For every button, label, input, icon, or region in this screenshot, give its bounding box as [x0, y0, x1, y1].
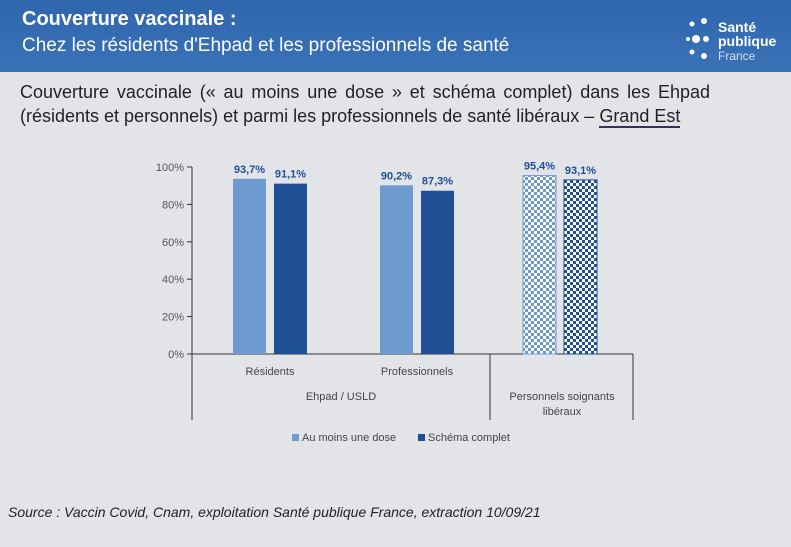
region-name: Grand Est [599, 106, 681, 128]
legend-label: Schéma complet [428, 432, 510, 444]
group-label: Personnels soignants [509, 391, 615, 403]
bar-schéma-complet [563, 179, 598, 355]
data-label: 91,1% [275, 169, 306, 181]
logo-text-3: France [718, 49, 756, 63]
source-note: Source : Vaccin Covid, Cnam, exploitatio… [8, 504, 541, 520]
y-tick-label: 100% [156, 162, 184, 174]
bar-schéma-complet [421, 190, 454, 354]
y-tick-label: 40% [162, 274, 184, 286]
sante-publique-logo: Santé publique France [686, 18, 777, 63]
data-label: 87,3% [422, 176, 453, 188]
legend-swatch [292, 434, 299, 441]
category-label: Résidents [246, 366, 295, 378]
group-label: libéraux [543, 406, 582, 418]
y-tick-label: 60% [162, 237, 184, 249]
bar-chart: 0% 20% 40% 60% 80% 100% 93,7% 91,1% Résidents 90,… [156, 161, 634, 444]
bar-schéma-complet [274, 183, 307, 354]
data-label: 90,2% [381, 170, 412, 182]
legend-swatch [418, 434, 425, 441]
header-band: Couverture vaccinale : Chez les résident… [0, 0, 791, 72]
group-label: Ehpad / USLD [306, 391, 376, 403]
logo-text-2: publique [718, 33, 777, 49]
description-text: Couverture vaccinale (« au moins une dos… [20, 82, 710, 126]
data-label: 93,1% [565, 165, 596, 177]
slide-subtitle: Chez les résidents d'Ehpad et les profes… [22, 35, 510, 56]
y-tick-label: 0% [168, 349, 184, 361]
bar-au-moins-une-dose [522, 175, 557, 355]
chart-description: Couverture vaccinale (« au moins une dos… [20, 80, 710, 128]
y-tick-label: 80% [162, 199, 184, 211]
data-label: 95,4% [524, 161, 555, 173]
logo-text-1: Santé [718, 19, 756, 35]
bar-au-moins-une-dose [233, 178, 266, 354]
data-label: 93,7% [234, 164, 265, 176]
y-tick-label: 20% [162, 312, 184, 324]
legend-label: Au moins une dose [302, 432, 396, 444]
slide-title: Couverture vaccinale : [22, 8, 237, 30]
category-label: Professionnels [381, 366, 454, 378]
bar-au-moins-une-dose [380, 185, 413, 354]
